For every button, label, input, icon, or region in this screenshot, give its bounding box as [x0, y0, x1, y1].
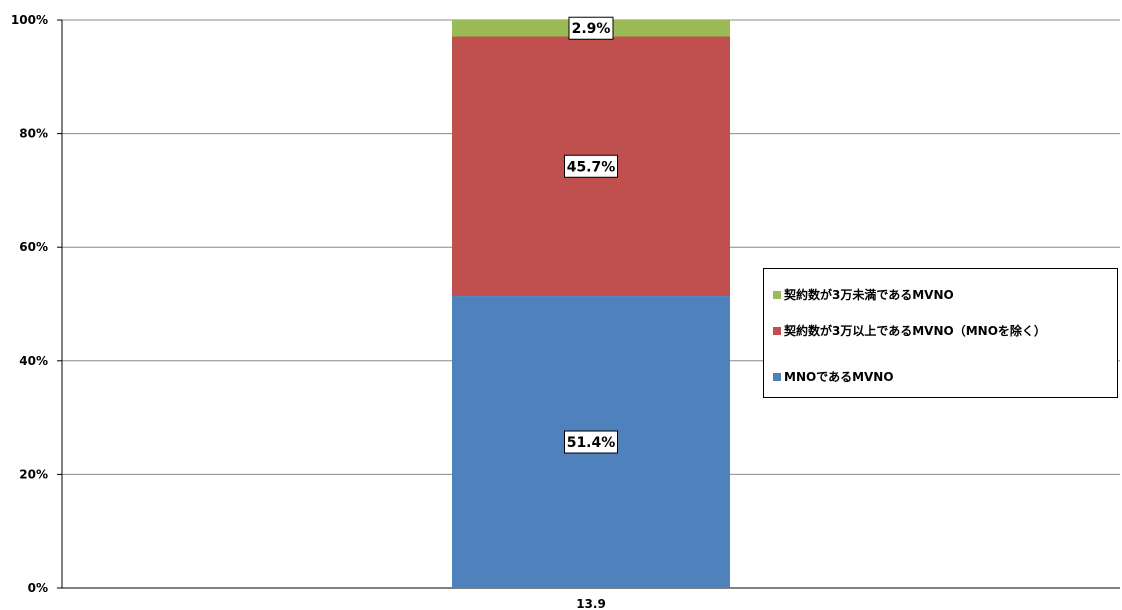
legend-label: 契約数が3万以上であるMVNO（MNOを除く） [784, 324, 1046, 338]
legend: 契約数が3万未満であるMVNO 契約数が3万以上であるMVNO（MNOを除く） MN… [763, 268, 1118, 398]
data-label-box [564, 430, 618, 454]
legend-item: 契約数が3万以上であるMVNO（MNOを除く） [773, 322, 1046, 339]
axes: 0% 20% 40% 60% 80% 100% 13.9 [11, 13, 1120, 610]
x-tick-label: 13.9 [576, 597, 606, 610]
legend-label: 契約数が3万未満であるMVNO [784, 288, 954, 302]
y-tick-label: 100% [11, 13, 48, 27]
data-label: 2.9% [572, 21, 611, 37]
data-label: 45.7% [567, 159, 616, 175]
data-label-box [564, 154, 618, 178]
legend-swatch [773, 372, 781, 381]
bar-segments [452, 20, 730, 588]
data-labels: 51.4% 45.7% 2.9% [564, 16, 618, 454]
y-tick-label: 20% [19, 467, 48, 481]
y-tick-label: 40% [19, 354, 48, 368]
y-tick-label: 0% [28, 581, 48, 595]
y-tick-label: 80% [19, 127, 48, 141]
legend-swatch [773, 326, 781, 335]
legend-item: MNOであるMVNO [773, 368, 894, 385]
data-label-box [568, 16, 614, 40]
legend-label: MNOであるMVNO [784, 370, 894, 384]
legend-item: 契約数が3万未満であるMVNO [773, 286, 954, 303]
y-tick-label: 60% [19, 240, 48, 254]
legend-swatch [773, 290, 781, 299]
data-label: 51.4% [567, 435, 616, 451]
